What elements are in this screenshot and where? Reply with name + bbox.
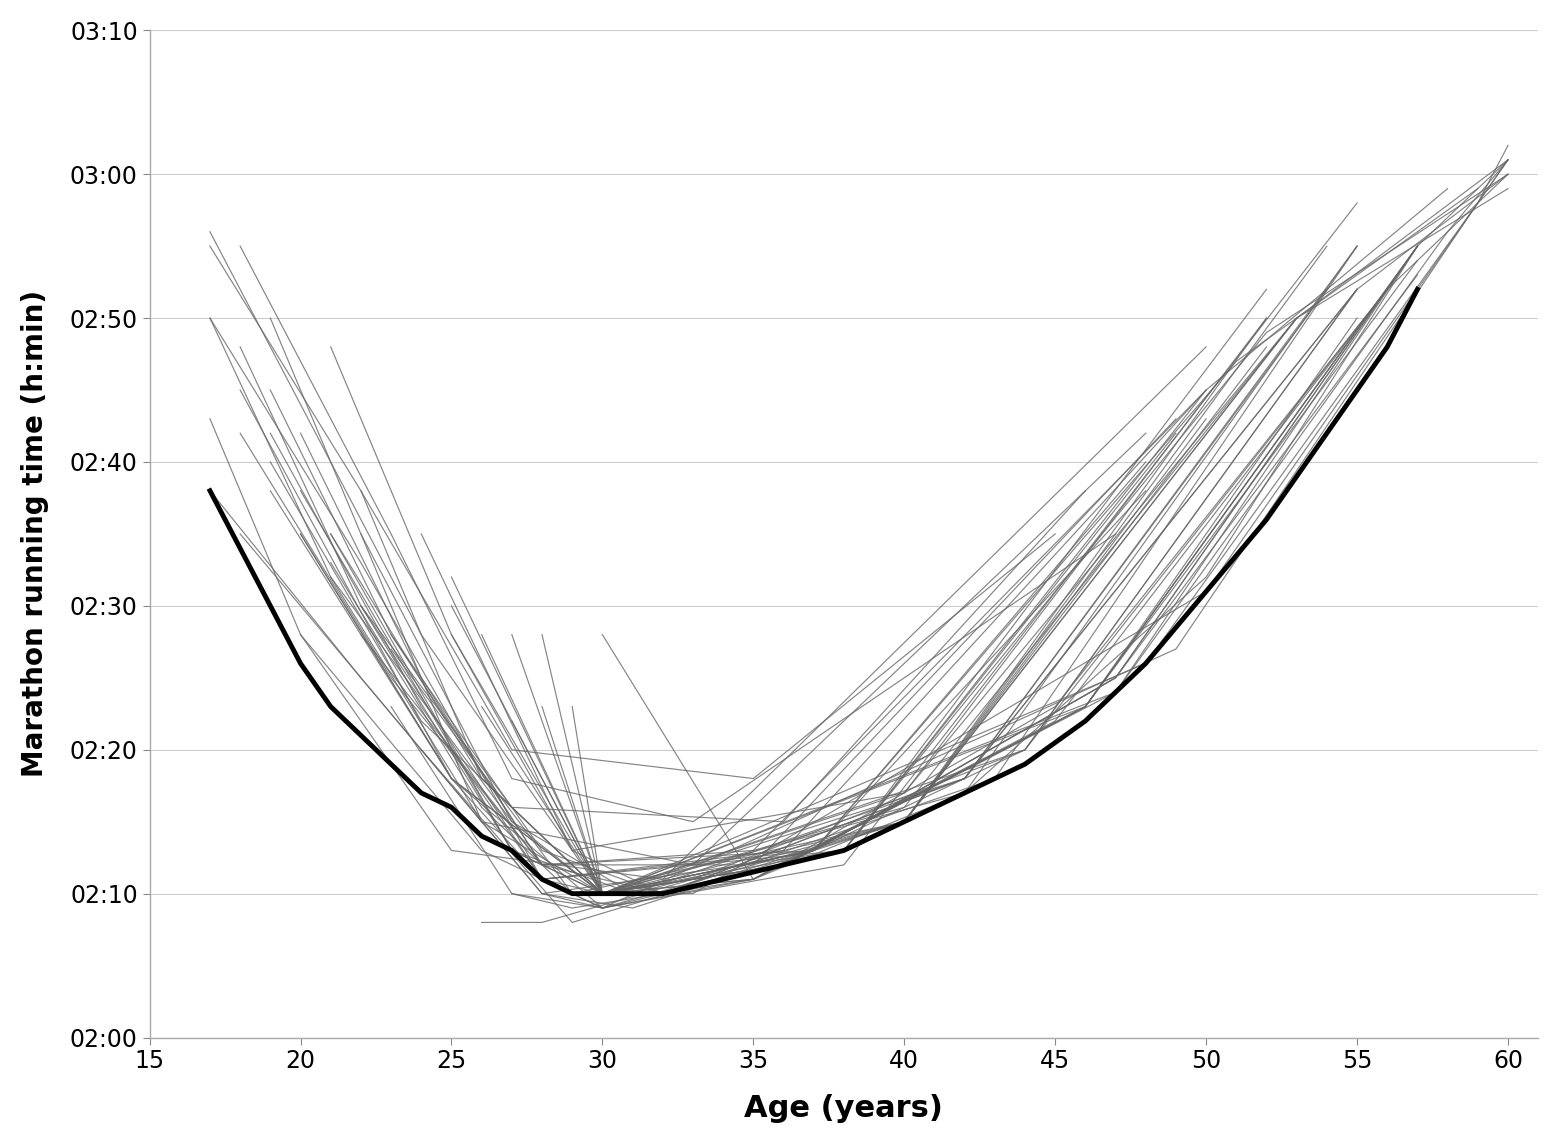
X-axis label: Age (years): Age (years) (745, 1094, 943, 1123)
Y-axis label: Marathon running time (h:min): Marathon running time (h:min) (20, 291, 48, 778)
